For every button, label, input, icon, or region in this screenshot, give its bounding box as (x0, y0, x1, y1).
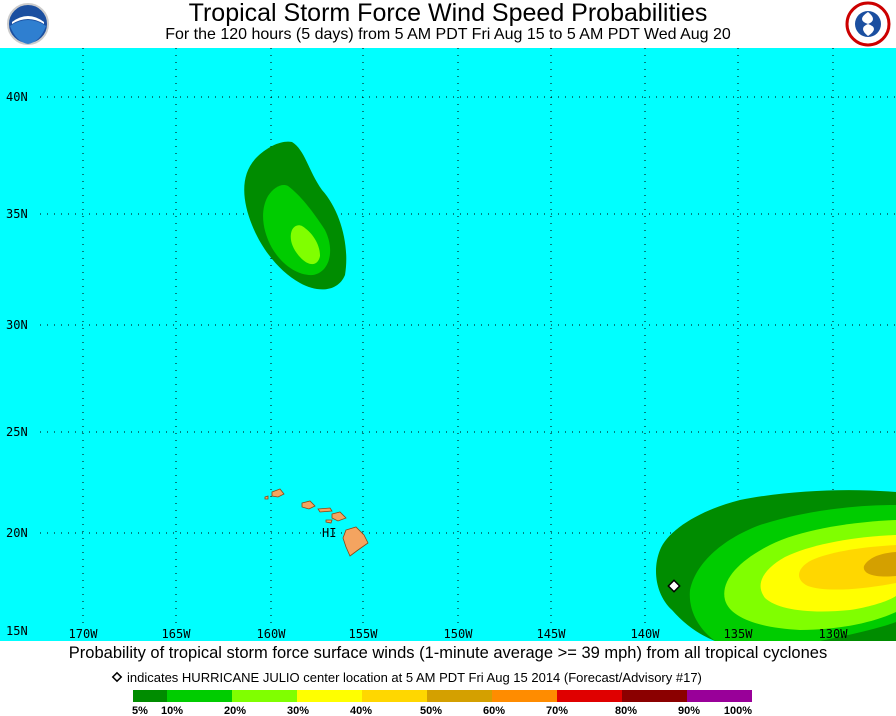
note-marker (111, 671, 123, 683)
scale-label: 60% (483, 705, 505, 716)
probability-area-southeast (656, 490, 896, 641)
scale-label: 90% (678, 705, 700, 716)
lon-label: 170W (69, 627, 99, 641)
probability-area-north (244, 141, 347, 290)
lon-label: 145W (537, 627, 567, 641)
nws-logo (845, 1, 891, 47)
lat-label: 35N (6, 207, 28, 221)
hawaiian-islands (264, 488, 369, 557)
lon-label: 135W (724, 627, 754, 641)
footer-background (0, 641, 896, 716)
lon-label: 140W (631, 627, 661, 641)
lon-label: 155W (349, 627, 379, 641)
subtitle: For the 120 hours (5 days) from 5 AM PDT… (165, 26, 731, 43)
storm-center-marker (667, 579, 681, 593)
lon-label: 165W (162, 627, 192, 641)
scale-label: 10% (161, 705, 183, 716)
island-label: HI (322, 526, 336, 540)
lon-label: 150W (444, 627, 474, 641)
lat-label: 30N (6, 318, 28, 332)
scale-label: 100% (724, 705, 752, 716)
lat-label: 15N (6, 624, 28, 638)
lat-label: 20N (6, 526, 28, 540)
title: Tropical Storm Force Wind Speed Probabil… (189, 0, 708, 27)
scale-label: 5% (132, 705, 148, 716)
lon-label: 160W (257, 627, 287, 641)
lat-label: 25N (6, 425, 28, 439)
noaa-logo (7, 3, 49, 45)
footer-caption: Probability of tropical storm force surf… (69, 644, 827, 662)
color-scale (133, 690, 752, 702)
scale-label: 40% (350, 705, 372, 716)
color-scale-labels: 5% 10% 20% 30% 40% 50% 60% 70% 80% 90% 100% (132, 705, 752, 716)
footer-note: indicates HURRICANE JULIO center locatio… (127, 670, 702, 685)
scale-label: 50% (420, 705, 442, 716)
scale-label: 20% (224, 705, 246, 716)
scale-label: 70% (546, 705, 568, 716)
lat-label: 40N (6, 90, 28, 104)
lon-label: 130W (819, 627, 849, 641)
scale-label: 80% (615, 705, 637, 716)
scale-label: 30% (287, 705, 309, 716)
map-labels: 40N 35N 30N 25N 20N 15N 170W 165W 160W 155W 150W 14… (6, 90, 848, 641)
